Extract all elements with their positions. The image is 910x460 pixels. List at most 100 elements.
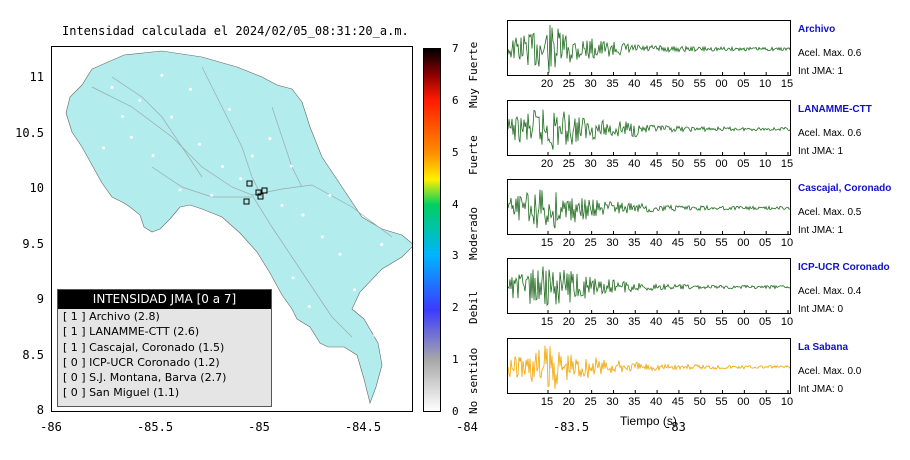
map-point	[197, 142, 201, 146]
map-point	[373, 333, 377, 337]
waveform-panel	[507, 20, 791, 76]
map-point	[307, 304, 311, 308]
waveform-trace	[508, 24, 790, 73]
waveform-x-tick: 30	[606, 237, 619, 249]
waveform-x-tick: 45	[649, 78, 663, 90]
waveform-x-tick: 05	[759, 237, 772, 249]
waveform-x-tick: 25	[584, 316, 597, 328]
map-point	[380, 243, 384, 247]
map-point	[160, 73, 164, 77]
waveform-plot	[508, 345, 790, 393]
waveform-x-tick: 40	[628, 78, 641, 90]
waveform-panel	[507, 258, 791, 314]
waveform-trace	[508, 189, 790, 229]
colorbar-label-moderado: Moderado	[467, 207, 480, 260]
waveform-x-tick: 55	[693, 78, 706, 90]
waveform-x-tick: 15	[540, 316, 554, 328]
station-intensity: Int JMA: 1	[798, 66, 844, 77]
latitude-tick: 9	[36, 292, 44, 306]
waveform-x-tick: 20	[562, 396, 575, 408]
colorbar-label-muy-fuerte: Muy Fuerte	[467, 41, 480, 108]
waveform-x-tick: 05	[759, 316, 772, 328]
latitude-tick: 8	[36, 403, 44, 417]
longitude-tick: -84	[456, 420, 478, 434]
station-accel: Acel. Max. 0.0	[798, 366, 862, 377]
station-name: Archivo	[798, 24, 836, 35]
waveform-x-tick: 35	[606, 158, 619, 170]
legend-item: [ 1 ] Cascajal, Coronado (1.5)	[63, 340, 225, 354]
waveform-x-tick: 05	[737, 78, 750, 90]
waveform-x-tick: 50	[693, 396, 706, 408]
waveform-x-tick: 20	[562, 316, 575, 328]
colorbar-tick: 4	[452, 198, 459, 211]
station-marker	[257, 193, 264, 200]
station-name: La Sabana	[798, 342, 849, 353]
waveform-x-tick: 10	[759, 158, 772, 170]
waveform-trace	[508, 109, 790, 150]
waveform-x-tick: 40	[649, 316, 663, 328]
waveform-x-tick: 30	[584, 158, 597, 170]
map-point	[338, 252, 342, 256]
map-point	[320, 235, 324, 239]
colorbar-tick: 7	[452, 42, 459, 55]
waveform-x-tick: 15	[780, 78, 794, 90]
longitude-tick: -85.5	[136, 420, 174, 434]
map-title: Intensidad calculada el 2024/02/05_08:31…	[62, 24, 409, 38]
waveform-plot	[508, 109, 790, 155]
longitude-tick: -84.5	[344, 420, 382, 434]
map-point	[227, 108, 231, 112]
waveform-x-tick: 00	[737, 396, 750, 408]
waveform-x-tick: 20	[562, 237, 575, 249]
waveform-x-tick: 00	[715, 158, 728, 170]
map-point	[358, 305, 362, 309]
map-point	[328, 193, 332, 197]
intensity-colorbar	[423, 48, 441, 412]
map-point	[138, 98, 142, 102]
waveform-x-tick: 00	[737, 316, 750, 328]
latitude-tick: 11	[29, 70, 44, 84]
map-point	[268, 137, 272, 141]
colorbar-tick: 2	[452, 301, 459, 314]
longitude-tick: -86	[40, 420, 62, 434]
latitude-tick: 10.5	[15, 125, 44, 140]
longitude-tick: -83	[664, 420, 686, 434]
waveform-x-tick: 35	[606, 78, 619, 90]
waveform-x-tick: 35	[628, 396, 641, 408]
waveform-x-tick: 25	[584, 396, 597, 408]
waveform-x-tick: 25	[562, 78, 575, 90]
colorbar-tick: 5	[452, 146, 459, 159]
map-point	[210, 193, 214, 197]
waveform-x-tick: 10	[780, 237, 794, 249]
waveform-x-tick: 00	[737, 237, 750, 249]
map-point	[353, 288, 357, 292]
waveform-x-tick: 40	[649, 396, 663, 408]
waveform-x-tick: 45	[671, 237, 685, 249]
waveform-plot	[508, 189, 790, 234]
waveform-x-tick: 15	[540, 396, 554, 408]
station-accel: Acel. Max. 0.5	[798, 207, 862, 218]
station-name: ICP-UCR Coronado	[798, 262, 890, 273]
map-point	[239, 177, 243, 181]
waveform-x-tick: 05	[737, 158, 750, 170]
station-intensity: Int JMA: 1	[798, 146, 844, 157]
station-intensity: Int JMA: 0	[798, 384, 844, 395]
waveform-x-tick: 05	[759, 396, 772, 408]
waveform-x-tick: 40	[649, 237, 663, 249]
map-point	[291, 276, 295, 280]
waveform-x-tick: 55	[715, 237, 728, 249]
legend-item: [ 0 ] ICP-UCR Coronado (1.2)	[63, 355, 220, 369]
waveform-x-tick: 30	[606, 316, 619, 328]
waveform-x-tick: 10	[780, 316, 794, 328]
waveform-trace	[508, 266, 790, 307]
road-network	[91, 66, 393, 338]
waveform-x-tick: 20	[540, 78, 554, 90]
map-point	[151, 154, 155, 158]
waveform-x-tick: 00	[715, 78, 728, 90]
waveform-x-tick: 50	[671, 78, 685, 90]
waveform-x-tick: 25	[562, 158, 575, 170]
map-point	[170, 115, 174, 119]
waveform-plot	[508, 24, 790, 75]
legend-item: [ 0 ] S.J. Montana, Barva (2.7)	[63, 371, 227, 385]
waveform-x-tick: 20	[540, 158, 554, 170]
legend-item: [ 0 ] San Miguel (1.1)	[63, 386, 180, 400]
